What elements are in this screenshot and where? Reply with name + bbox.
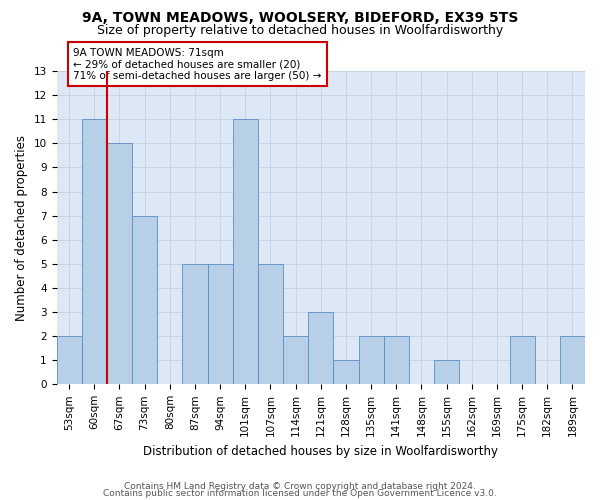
Bar — [208, 264, 233, 384]
Text: Size of property relative to detached houses in Woolfardisworthy: Size of property relative to detached ho… — [97, 24, 503, 37]
Text: Contains public sector information licensed under the Open Government Licence v3: Contains public sector information licen… — [103, 490, 497, 498]
X-axis label: Distribution of detached houses by size in Woolfardisworthy: Distribution of detached houses by size … — [143, 444, 498, 458]
Text: Contains HM Land Registry data © Crown copyright and database right 2024.: Contains HM Land Registry data © Crown c… — [124, 482, 476, 491]
Bar — [308, 312, 334, 384]
Bar — [283, 336, 308, 384]
Bar — [233, 120, 258, 384]
Bar — [182, 264, 208, 384]
Text: 9A, TOWN MEADOWS, WOOLSERY, BIDEFORD, EX39 5TS: 9A, TOWN MEADOWS, WOOLSERY, BIDEFORD, EX… — [82, 11, 518, 25]
Text: 9A TOWN MEADOWS: 71sqm
← 29% of detached houses are smaller (20)
71% of semi-det: 9A TOWN MEADOWS: 71sqm ← 29% of detached… — [73, 48, 322, 80]
Bar — [82, 120, 107, 384]
Bar — [359, 336, 383, 384]
Bar — [56, 336, 82, 384]
Bar — [107, 144, 132, 384]
Bar — [132, 216, 157, 384]
Bar — [509, 336, 535, 384]
Bar — [434, 360, 459, 384]
Bar — [258, 264, 283, 384]
Y-axis label: Number of detached properties: Number of detached properties — [15, 134, 28, 320]
Bar — [560, 336, 585, 384]
Bar — [383, 336, 409, 384]
Bar — [334, 360, 359, 384]
